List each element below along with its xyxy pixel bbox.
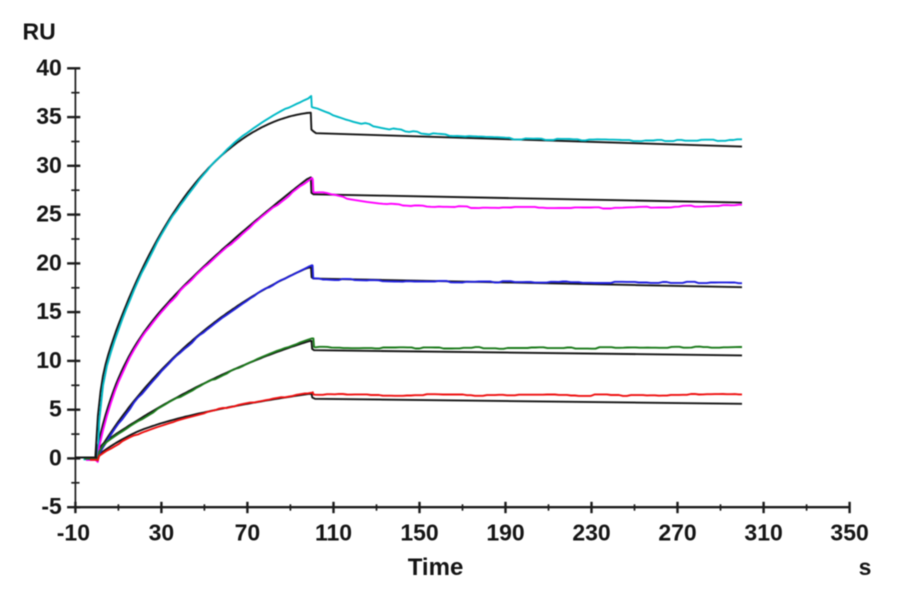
svg-text:30: 30 bbox=[149, 520, 175, 546]
svg-text:RU: RU bbox=[23, 19, 56, 45]
svg-text:0: 0 bbox=[49, 444, 62, 470]
svg-text:30: 30 bbox=[36, 152, 62, 178]
svg-text:70: 70 bbox=[235, 520, 261, 546]
svg-text:25: 25 bbox=[36, 201, 62, 227]
svg-text:s: s bbox=[859, 554, 872, 580]
svg-text:10: 10 bbox=[36, 347, 62, 373]
svg-text:-10: -10 bbox=[57, 520, 90, 546]
svg-text:-5: -5 bbox=[41, 493, 62, 519]
svg-text:40: 40 bbox=[36, 54, 62, 80]
svg-text:190: 190 bbox=[486, 520, 524, 546]
svg-text:15: 15 bbox=[36, 298, 62, 324]
svg-text:230: 230 bbox=[572, 520, 610, 546]
svg-text:5: 5 bbox=[49, 396, 62, 422]
svg-text:Time: Time bbox=[408, 554, 464, 581]
svg-text:310: 310 bbox=[744, 520, 782, 546]
svg-text:35: 35 bbox=[36, 103, 62, 129]
svg-text:20: 20 bbox=[36, 249, 62, 275]
svg-text:110: 110 bbox=[315, 520, 352, 546]
svg-text:150: 150 bbox=[400, 520, 438, 546]
svg-text:270: 270 bbox=[658, 520, 696, 546]
svg-text:350: 350 bbox=[830, 520, 868, 546]
